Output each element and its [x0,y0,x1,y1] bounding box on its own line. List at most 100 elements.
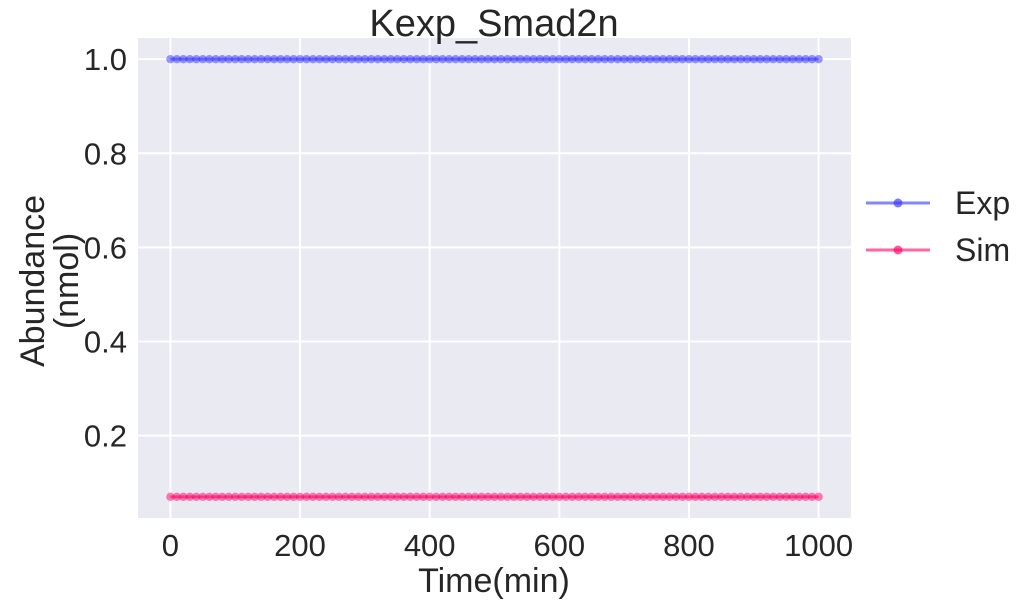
data-point [574,54,583,64]
data-point [490,54,499,64]
series-exp [166,54,823,64]
y-tick-labels: 0.2 0.4 0.6 0.8 1.0 [84,42,127,453]
data-point [535,492,545,502]
data-point [697,54,707,64]
data-point [477,492,486,502]
x-tick-label: 0 [162,528,179,563]
data-point [250,54,259,64]
data-point [775,54,784,64]
data-point [205,492,214,502]
data-point [671,492,681,502]
data-point [263,54,272,64]
data-point [743,54,752,64]
data-point [807,54,817,64]
data-point [237,492,246,502]
x-tick-label: 1000 [784,528,853,563]
data-point [231,54,240,64]
data-point [542,492,551,502]
x-axis-label: Time(min) [418,562,570,600]
data-point [444,54,454,64]
data-point [691,492,700,502]
data-point [289,54,298,64]
data-point [231,492,240,502]
data-point [457,492,467,502]
data-point [801,492,810,502]
y-tick-label: 0.2 [84,419,127,454]
data-point [529,54,538,64]
legend-marker [893,198,903,208]
data-point [548,492,558,502]
data-point [477,54,486,64]
data-point [380,54,389,64]
data-point [470,54,480,64]
data-point [166,492,175,502]
series-sim [166,492,823,502]
data-point [406,492,415,502]
data-point [393,492,402,502]
data-point [723,492,733,502]
data-point [256,492,266,502]
data-point [736,54,746,64]
data-point [613,54,622,64]
data-point [516,492,525,502]
data-point [347,54,357,64]
data-point [373,54,383,64]
data-point [263,492,272,502]
data-point [483,492,493,502]
data-point [315,54,324,64]
data-point [205,54,214,64]
data-point [211,492,220,502]
data-point [704,54,713,64]
data-point [295,54,305,64]
data-point [185,54,195,64]
data-point [192,54,201,64]
data-point [762,492,771,502]
data-point [464,54,473,64]
data-point [775,492,784,502]
data-point [438,492,447,502]
data-point [762,54,771,64]
data-point [769,54,778,64]
data-point [619,54,629,64]
data-point [814,492,823,502]
data-point [315,492,324,502]
data-point [522,492,532,502]
data-point [399,54,408,64]
data-point [756,492,765,502]
data-point [470,492,480,502]
data-point [496,492,506,502]
plot-background [138,38,851,518]
data-point [218,492,227,502]
data-point [354,492,363,502]
data-point [218,54,227,64]
data-point [807,492,817,502]
data-point [457,54,467,64]
data-point [529,492,538,502]
data-point [626,54,635,64]
data-point [399,492,408,502]
data-point [308,492,318,502]
data-point [185,492,195,502]
data-point [652,492,661,502]
x-tick-label: 800 [663,528,715,563]
data-point [276,492,285,502]
data-point [555,492,564,502]
data-point [386,492,395,502]
data-point [509,492,519,502]
data-point [321,54,331,64]
data-point [243,54,253,64]
data-point [684,492,694,502]
legend-label: Exp [955,185,1010,221]
data-point [606,54,616,64]
legend-label: Sim [955,232,1010,268]
data-point [788,492,797,502]
data-point [645,492,655,502]
data-point [769,492,778,502]
data-point [360,492,370,502]
data-point [172,54,182,64]
data-point [568,492,577,502]
data-point [613,492,622,502]
data-point [503,492,512,502]
data-point [587,54,596,64]
data-point [367,54,376,64]
